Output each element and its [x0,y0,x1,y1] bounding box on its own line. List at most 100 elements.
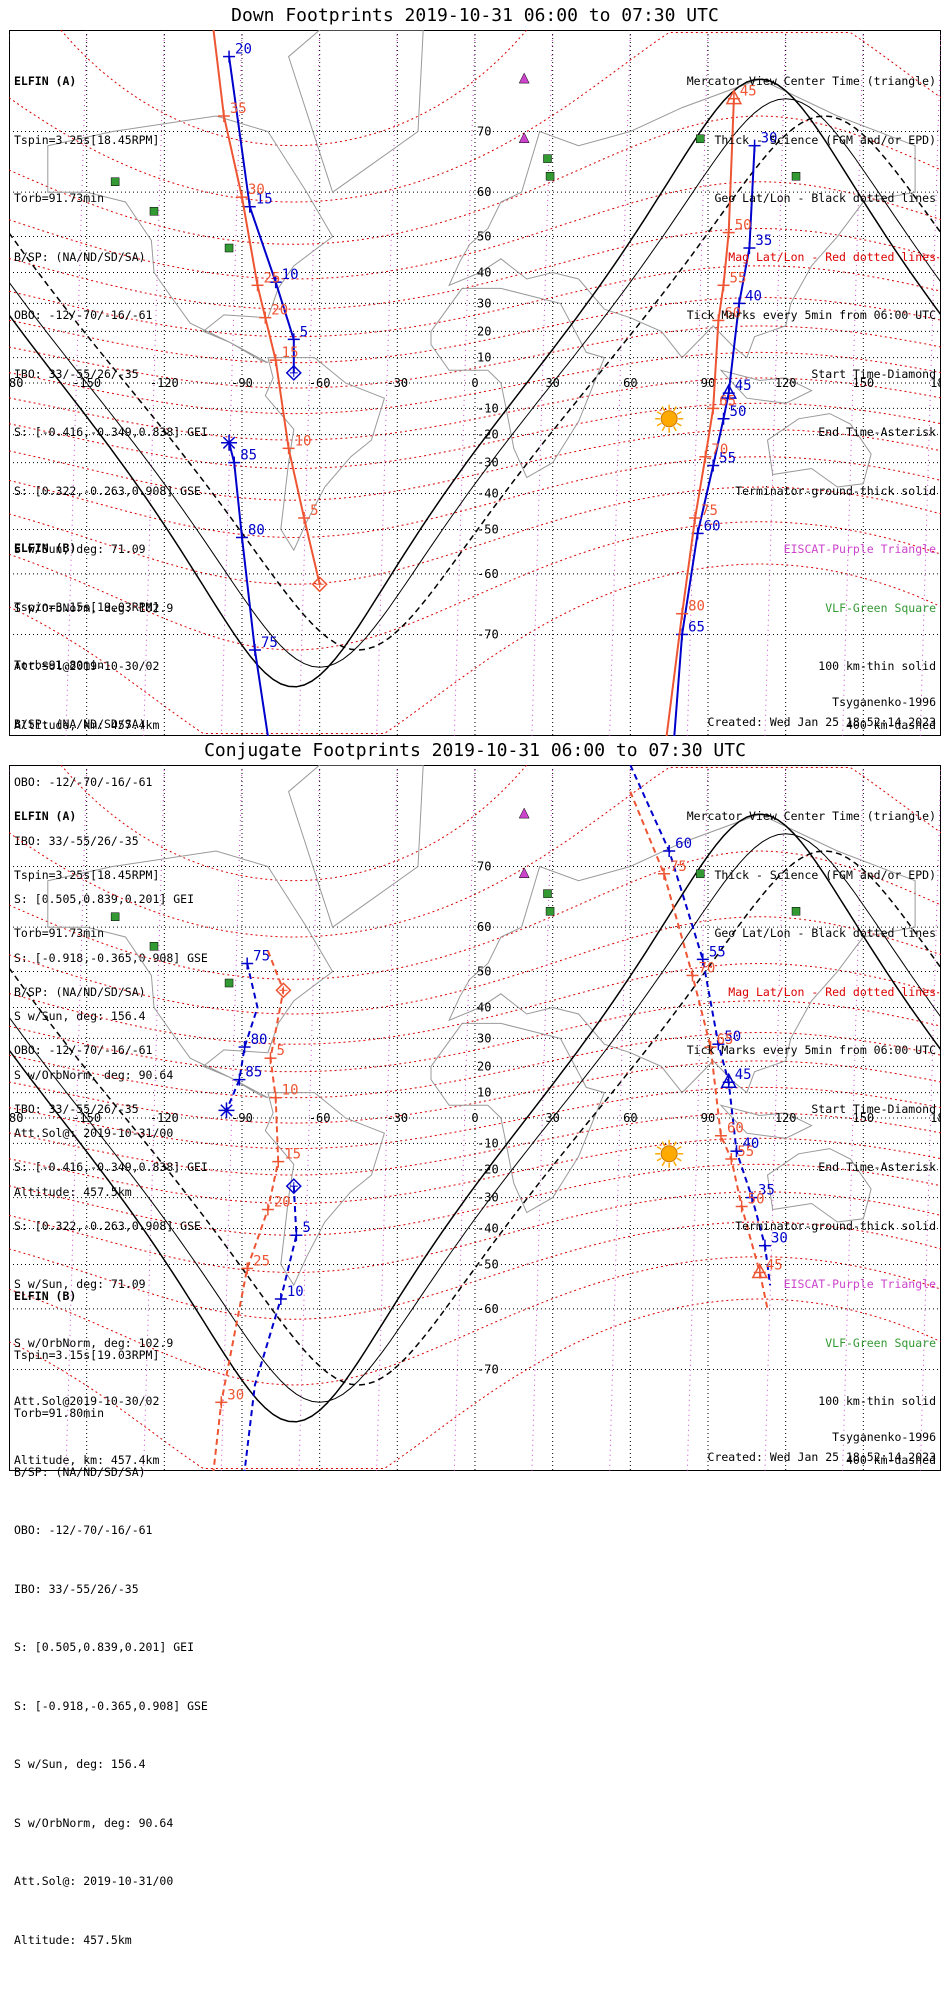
vlf-station [791,907,801,916]
coastline [719,1104,813,1139]
tick-label: 40 [742,1136,759,1152]
elfin-a-tspin: Tspin=3.25s[18.45RPM] [14,867,160,882]
elfin-a-info: ELFIN (A) Tspin=3.25s[18.45RPM] Torb=91.… [14,33,208,774]
legend-item: 100 km-thin solid [818,1394,936,1408]
vlf-station [695,134,705,144]
lat-tick-label: -50 [477,522,499,536]
tick-label: 30 [227,1387,244,1403]
tick-label: 55 [730,270,747,286]
elfin-b-att: Att.Sol@: 2019-10-31/00 [14,1874,174,1888]
eiscat-station [518,132,530,144]
lat-tick-label: 30 [477,296,491,310]
tick-label: 70 [711,442,728,458]
tick-label: 35 [758,1183,775,1199]
elfin-b-s-gei: S: [0.505,0.839,0.201] GEI [14,892,195,906]
vlf-station [695,869,705,879]
lat-tick-label: 50 [477,965,491,979]
elfin-b-obo: OBO: -12/-70/-16/-61 [14,775,153,789]
lon-tick-label: -150 [72,1111,101,1125]
vlf-station [110,177,120,186]
center-triangle [720,383,737,399]
legend-item: Terminator-ground-thick solid [735,483,936,498]
elfin-a-obo: OBO: -12/-70/-16/-61 [14,1043,153,1057]
lon-tick-label: 60 [623,376,637,390]
lat-tick-label: -20 [477,1163,499,1177]
tick-label: 15 [284,1147,301,1163]
vlf-station [224,243,234,253]
elfin-b-tspin: Tspin=3.15s[19.03RPM] [14,599,160,614]
lon-tick-label: 60 [623,1111,637,1125]
sun-ray [656,1146,662,1150]
tick-label: 75 [253,949,270,965]
lat-tick-label: 50 [477,230,491,244]
elfin-a-ibo: IBO: 33/-55/26/-35 [14,366,139,381]
lon-tick-label: -180 [9,1111,23,1125]
lon-tick-label: -90 [231,376,253,390]
legend-item: End Time-Asterisk [818,1160,936,1174]
chart-title: Down Footprints 2019-10-31 06:00 to 07:3… [231,5,719,26]
elfin-a-s-orb: S w/OrbNorm, deg: 102.9 [14,1335,174,1350]
elfin-b-info: ELFIN (B) Tspin=3.15s[19.03RPM] Torb=91.… [14,500,208,1241]
elfin-a-name: ELFIN (A) [14,74,77,88]
elfin-b-name: ELFIN (B) [14,1289,77,1303]
lon-tick-label: 120 [775,376,797,390]
lat-tick-label: 30 [477,1031,491,1045]
mag-lat-line [9,850,941,980]
lat-tick-label: -40 [477,487,499,501]
conjugate-footprints-map: -180 -150 -120 -90 -60 -30 0 30 60 90 120 150 180 70 6… [9,765,941,1471]
lat-tick-label: 20 [477,324,491,338]
tick-label: 80 [248,522,265,538]
tick-label: 15 [282,345,299,361]
elfin-b-s-gei: S: [0.505,0.839,0.201] GEI [14,1640,195,1654]
elfin-a-name: ELFIN (A) [14,809,77,823]
lon-tick-label: -30 [386,1111,408,1125]
elfin-a-obo: OBO: -12/-70/-16/-61 [14,308,153,322]
sun-ray [656,422,662,427]
tick-label: 60 [675,836,692,852]
elfin-b-bsp: B/SP: (NA/ND/SD/SA) [14,716,146,731]
elfin-b-s-gse: S: [-0.918,-0.365,0.908] GSE [14,1698,208,1713]
sun-ray [673,1141,677,1147]
mag-lat-line [9,1000,941,1073]
sun-ray [656,1157,662,1162]
elfin-a-s-gei: S: [-0.416,-0.349,0.838] GEI [14,425,208,439]
elfin-a-s-gse: S: [0.322,-0.263,0.908] GSE [14,1218,201,1233]
vlf-station [543,154,552,163]
elfin-a-torb: Torb=91.73min [14,926,105,940]
tick-label: 10 [282,267,299,283]
coastline [448,813,916,1094]
tick-label: 25 [253,1253,270,1269]
tick-label: 60 [727,1121,744,1137]
lat-tick-label: 70 [477,860,491,874]
mag-lat-line [9,456,941,539]
tick-label: 25 [264,270,281,286]
lon-tick-label: 180 [930,1111,941,1125]
lon-tick-label: 120 [775,1111,797,1125]
tick-label: 30 [771,1231,788,1247]
tick-label: 45 [740,84,757,100]
tick-label: 60 [724,305,741,321]
elfin-b-torb: Torb=91.80min [14,658,105,672]
legend-item: Mag Lat/Lon - Red dotted lines [728,984,936,999]
tick-label: 65 [719,393,736,409]
lon-tick-label: 150 [852,1111,874,1125]
footprint-track [225,963,259,1111]
legend-item: Geo Lat/Lon - Black dotted lines [714,926,936,940]
elfin-b-s-sun: S w/Sun, deg: 156.4 [14,1757,146,1771]
elfin-b-info: ELFIN (B) Tspin=3.15s[19.03RPM] Torb=91.… [14,1248,208,1989]
tick-label: 85 [245,1065,262,1081]
mag-lat-line [9,227,941,310]
sun-icon [660,410,678,428]
sun-ray [661,426,666,432]
created-label: Created: Wed Jan 25 18:52:14 2023 [707,715,936,729]
lat-tick-label: -40 [477,1222,499,1236]
lon-tick-label: 30 [545,1111,559,1125]
tick-label: 10 [287,1284,304,1300]
legend-item: VLF-Green Square [825,600,936,615]
elfin-b-alt: Altitude: 457.5km [14,1932,132,1947]
lon-tick-label: -120 [150,376,179,390]
tick-label: 65 [688,619,705,635]
legend-item: 100 km-thin solid [818,659,936,673]
legend-item: EISCAT-Purple Triangle [783,542,936,556]
coastline [766,413,872,488]
